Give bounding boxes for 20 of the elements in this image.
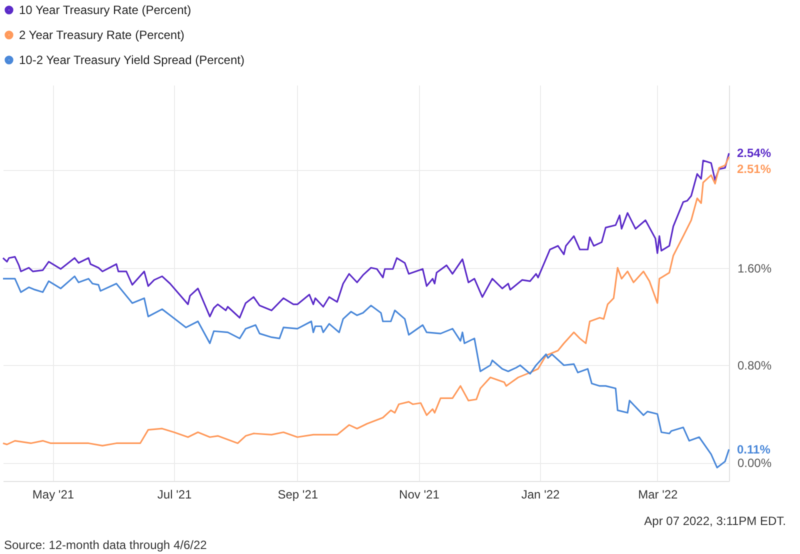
- data-label: 2.51%: [737, 162, 772, 176]
- y-tick-label: 0.80%: [738, 358, 772, 373]
- x-tick-label: Mar '22: [638, 488, 678, 502]
- y-tick-label: 0.00%: [738, 456, 772, 470]
- legend-label: 10-2 Year Treasury Yield Spread (Percent): [19, 53, 244, 67]
- text: Apr 07 2022, 3:11PM EDT.: [644, 514, 786, 528]
- x-tick-label: May '21: [32, 488, 74, 502]
- source-note: Source: 12-month data through 4/6/22: [4, 538, 207, 552]
- x-tick-label: Sep '21: [278, 488, 318, 502]
- x-tick-label: Nov '21: [399, 488, 440, 502]
- legend-label: 2 Year Treasury Rate (Percent): [19, 28, 184, 42]
- line-series: [2, 156, 730, 446]
- line-series: [2, 276, 730, 468]
- y-tick-label: 1.60%: [738, 261, 772, 276]
- x-tick-label: Jul '21: [157, 488, 192, 502]
- x-tick-label: Jan '22: [521, 488, 560, 502]
- data-label: 0.11%: [737, 442, 771, 456]
- data-label: 2.54%: [737, 146, 772, 160]
- legend-label: 10 Year Treasury Rate (Percent): [19, 3, 192, 17]
- line-series: [2, 152, 730, 319]
